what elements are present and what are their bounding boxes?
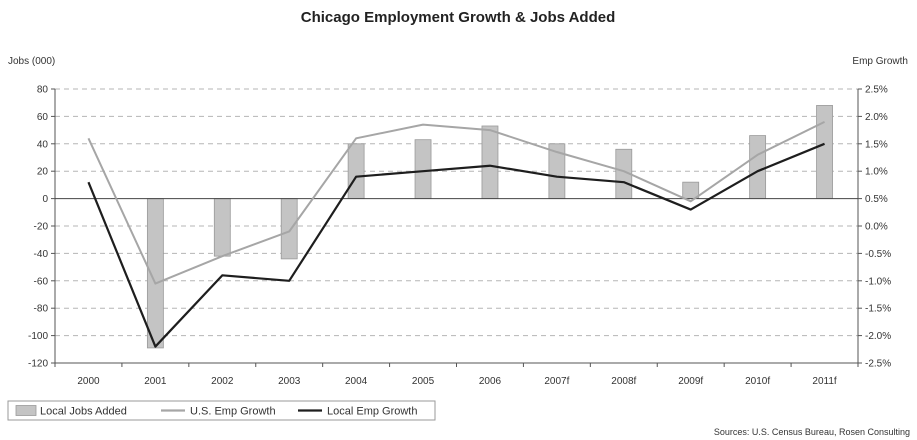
right-axis-ticks: 2.5% 2.0% 1.5% 1.0% 0.5% 0.0% -0.5% -1.0% -1.5% -… xyxy=(865,85,891,370)
right-tick-label: 0.0% xyxy=(865,222,888,233)
x-tick-label: 2010f xyxy=(745,376,770,387)
line-u-s-emp-growth xyxy=(87,120,825,285)
left-tick-label: 0 xyxy=(42,194,48,205)
x-tick-label: 2002 xyxy=(211,376,234,387)
right-tick-label: 0.5% xyxy=(865,194,888,205)
left-tick-label: -60 xyxy=(34,276,49,287)
left-tick-label: 60 xyxy=(37,112,49,123)
chart-title: Chicago Employment Growth & Jobs Added xyxy=(301,9,615,26)
left-tick-label: 40 xyxy=(37,139,49,150)
axes xyxy=(51,88,862,367)
series-lines xyxy=(87,120,825,348)
bar-2009f xyxy=(682,181,700,200)
left-tick-label: 20 xyxy=(37,167,49,178)
x-axis-ticks: 2000 2001 2002 2003 2004 2005 2006 2007f 2008f 20… xyxy=(77,376,837,387)
bar-2005 xyxy=(414,139,432,200)
right-tick-label: 2.5% xyxy=(865,85,888,96)
bar-2004 xyxy=(347,143,365,200)
bar-2006 xyxy=(481,125,499,199)
bars-local-jobs-added xyxy=(146,105,833,349)
right-tick-label: -1.0% xyxy=(865,276,891,287)
source-note: Sources: U.S. Census Bureau, Rosen Consu… xyxy=(714,427,910,437)
x-tick-label: 2011f xyxy=(812,376,837,387)
right-tick-label: -0.5% xyxy=(865,249,891,260)
left-tick-label: -20 xyxy=(34,222,49,233)
bar-2002 xyxy=(213,198,231,257)
bar-2011f xyxy=(816,105,833,200)
x-tick-label: 2006 xyxy=(479,376,502,387)
x-tick-label: 2003 xyxy=(278,376,301,387)
right-tick-label: 1.0% xyxy=(865,167,888,178)
right-tick-label: -2.5% xyxy=(865,359,891,370)
left-axis-ticks: 80 60 40 20 0 -20 -40 -60 -80 -100 -120 xyxy=(28,85,48,370)
x-tick-label: 2000 xyxy=(77,376,100,387)
left-tick-label: -40 xyxy=(34,249,49,260)
legend: Local Jobs Added U.S. Emp Growth Local Emp… xyxy=(7,400,436,421)
right-axis-title: Emp Growth xyxy=(852,56,908,67)
line-local-emp-growth xyxy=(87,142,825,348)
left-tick-label: -120 xyxy=(28,359,48,370)
x-tick-label: 2001 xyxy=(144,376,167,387)
legend-label-local-emp-growth: Local Emp Growth xyxy=(327,406,417,418)
right-tick-label: -2.0% xyxy=(865,331,891,342)
bar-2010f xyxy=(749,135,767,200)
legend-box xyxy=(7,400,436,421)
x-tick-label: 2005 xyxy=(412,376,435,387)
left-axis-title: Jobs (000) xyxy=(8,56,55,67)
x-tick-label: 2004 xyxy=(345,376,368,387)
x-tick-label: 2008f xyxy=(611,376,636,387)
x-tick-label: 2009f xyxy=(678,376,703,387)
right-tick-label: -1.5% xyxy=(865,304,891,315)
legend-label-local-jobs-added: Local Jobs Added xyxy=(40,406,127,418)
gridlines xyxy=(55,88,858,337)
legend-label-u-s-emp-growth: U.S. Emp Growth xyxy=(190,406,276,418)
x-tick-label: 2007f xyxy=(544,376,569,387)
right-tick-label: 2.0% xyxy=(865,112,888,123)
left-tick-label: -80 xyxy=(34,304,49,315)
left-tick-label: -100 xyxy=(28,331,48,342)
bar-2003 xyxy=(280,198,298,260)
left-tick-label: 80 xyxy=(37,85,49,96)
right-tick-label: 1.5% xyxy=(865,139,888,150)
legend-swatch-local-jobs-added xyxy=(15,405,37,416)
